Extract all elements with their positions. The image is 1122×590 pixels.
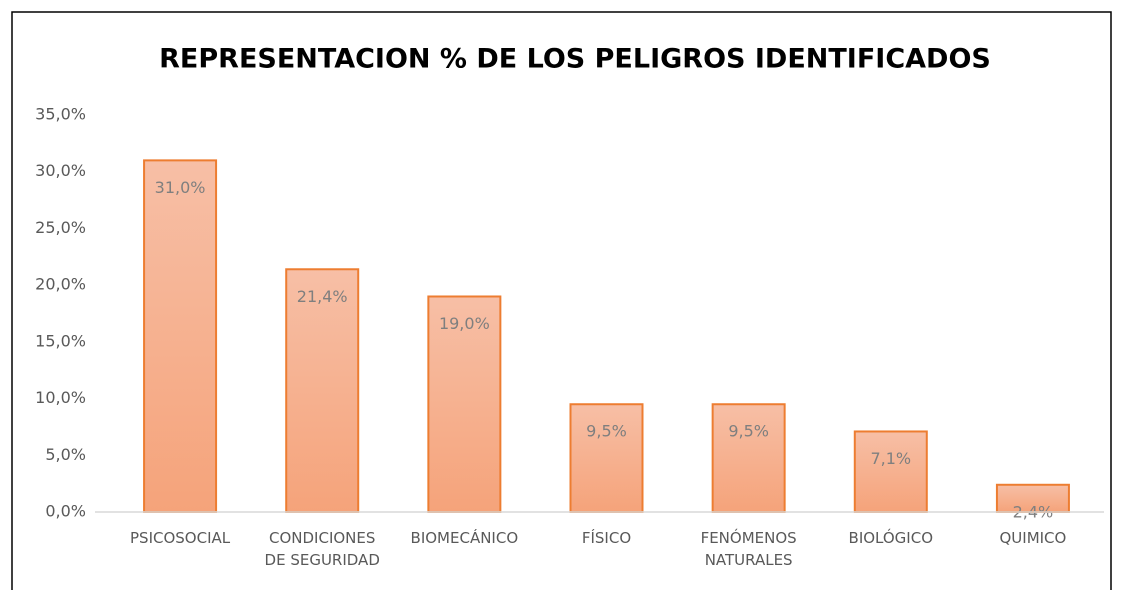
x-tick-label: FÍSICO xyxy=(581,529,632,547)
bar xyxy=(427,295,502,513)
y-tick-label: 0,0% xyxy=(45,502,86,521)
y-tick-label: 5,0% xyxy=(45,445,86,464)
x-tick-label: FENÓMENOS NATURALES xyxy=(700,529,797,569)
chart-title: REPRESENTACION % DE LOS PELIGROS IDENTIF… xyxy=(159,44,991,75)
data-label: 7,1% xyxy=(870,449,911,468)
y-tick-label: 10,0% xyxy=(35,388,86,407)
x-tick-label: BIOLÓGICO xyxy=(848,529,934,547)
bar xyxy=(143,159,218,513)
y-tick-label: 15,0% xyxy=(35,331,86,350)
x-tick-label: PSICOSOCIAL xyxy=(130,529,231,547)
data-label: 9,5% xyxy=(586,422,627,441)
x-tick-label: CONDICIONES DE SEGURIDAD xyxy=(264,529,380,569)
data-label: 9,5% xyxy=(728,422,769,441)
x-tick-label: QUIMICO xyxy=(999,529,1067,547)
data-label: 19,0% xyxy=(439,314,490,333)
y-tick-label: 35,0% xyxy=(35,105,86,124)
bar xyxy=(569,403,644,513)
y-tick-label: 30,0% xyxy=(35,161,86,180)
data-label: 31,0% xyxy=(155,178,206,197)
y-tick-label: 20,0% xyxy=(35,275,86,294)
data-label: 21,4% xyxy=(297,287,348,306)
x-tick-label: BIOMECÁNICO xyxy=(410,529,519,547)
bar xyxy=(711,403,786,513)
bar xyxy=(853,430,928,514)
y-tick-label: 25,0% xyxy=(35,218,86,237)
chart-border xyxy=(11,11,1112,590)
